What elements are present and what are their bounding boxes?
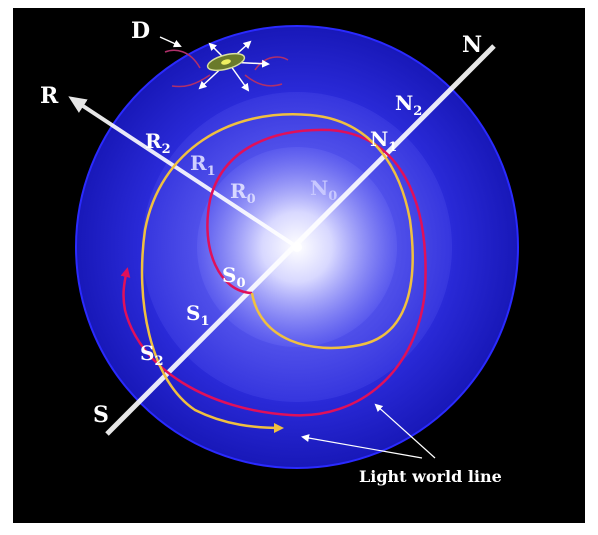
detector-rays: [164, 49, 289, 88]
label-n0: N0: [310, 176, 337, 204]
detector-d: [159, 36, 289, 92]
red-light-path: [120, 128, 427, 417]
label-s1: S1: [186, 301, 210, 329]
caption-light-world-line: Light world line: [359, 467, 502, 486]
center-point: [292, 242, 302, 252]
label-r0: R0: [230, 179, 256, 207]
label-s2: S2: [140, 341, 164, 369]
label-s: S: [93, 402, 109, 428]
label-n1: N1: [370, 127, 397, 155]
ns-axis: [105, 44, 496, 436]
label-r2: R2: [145, 129, 171, 157]
label-s0: S0: [222, 263, 246, 291]
label-d: D: [131, 18, 150, 44]
yellow-light-path: [140, 113, 414, 433]
r-axis: [68, 96, 299, 249]
label-r1: R1: [190, 151, 216, 179]
caption-arrow-1: [374, 403, 436, 459]
caption-arrow-2: [301, 434, 423, 459]
label-n2: N2: [395, 91, 422, 119]
label-r: R: [40, 83, 59, 109]
label-n: N: [462, 32, 482, 58]
d-pointer-arrow: [159, 36, 182, 48]
detector-core: [221, 59, 231, 65]
